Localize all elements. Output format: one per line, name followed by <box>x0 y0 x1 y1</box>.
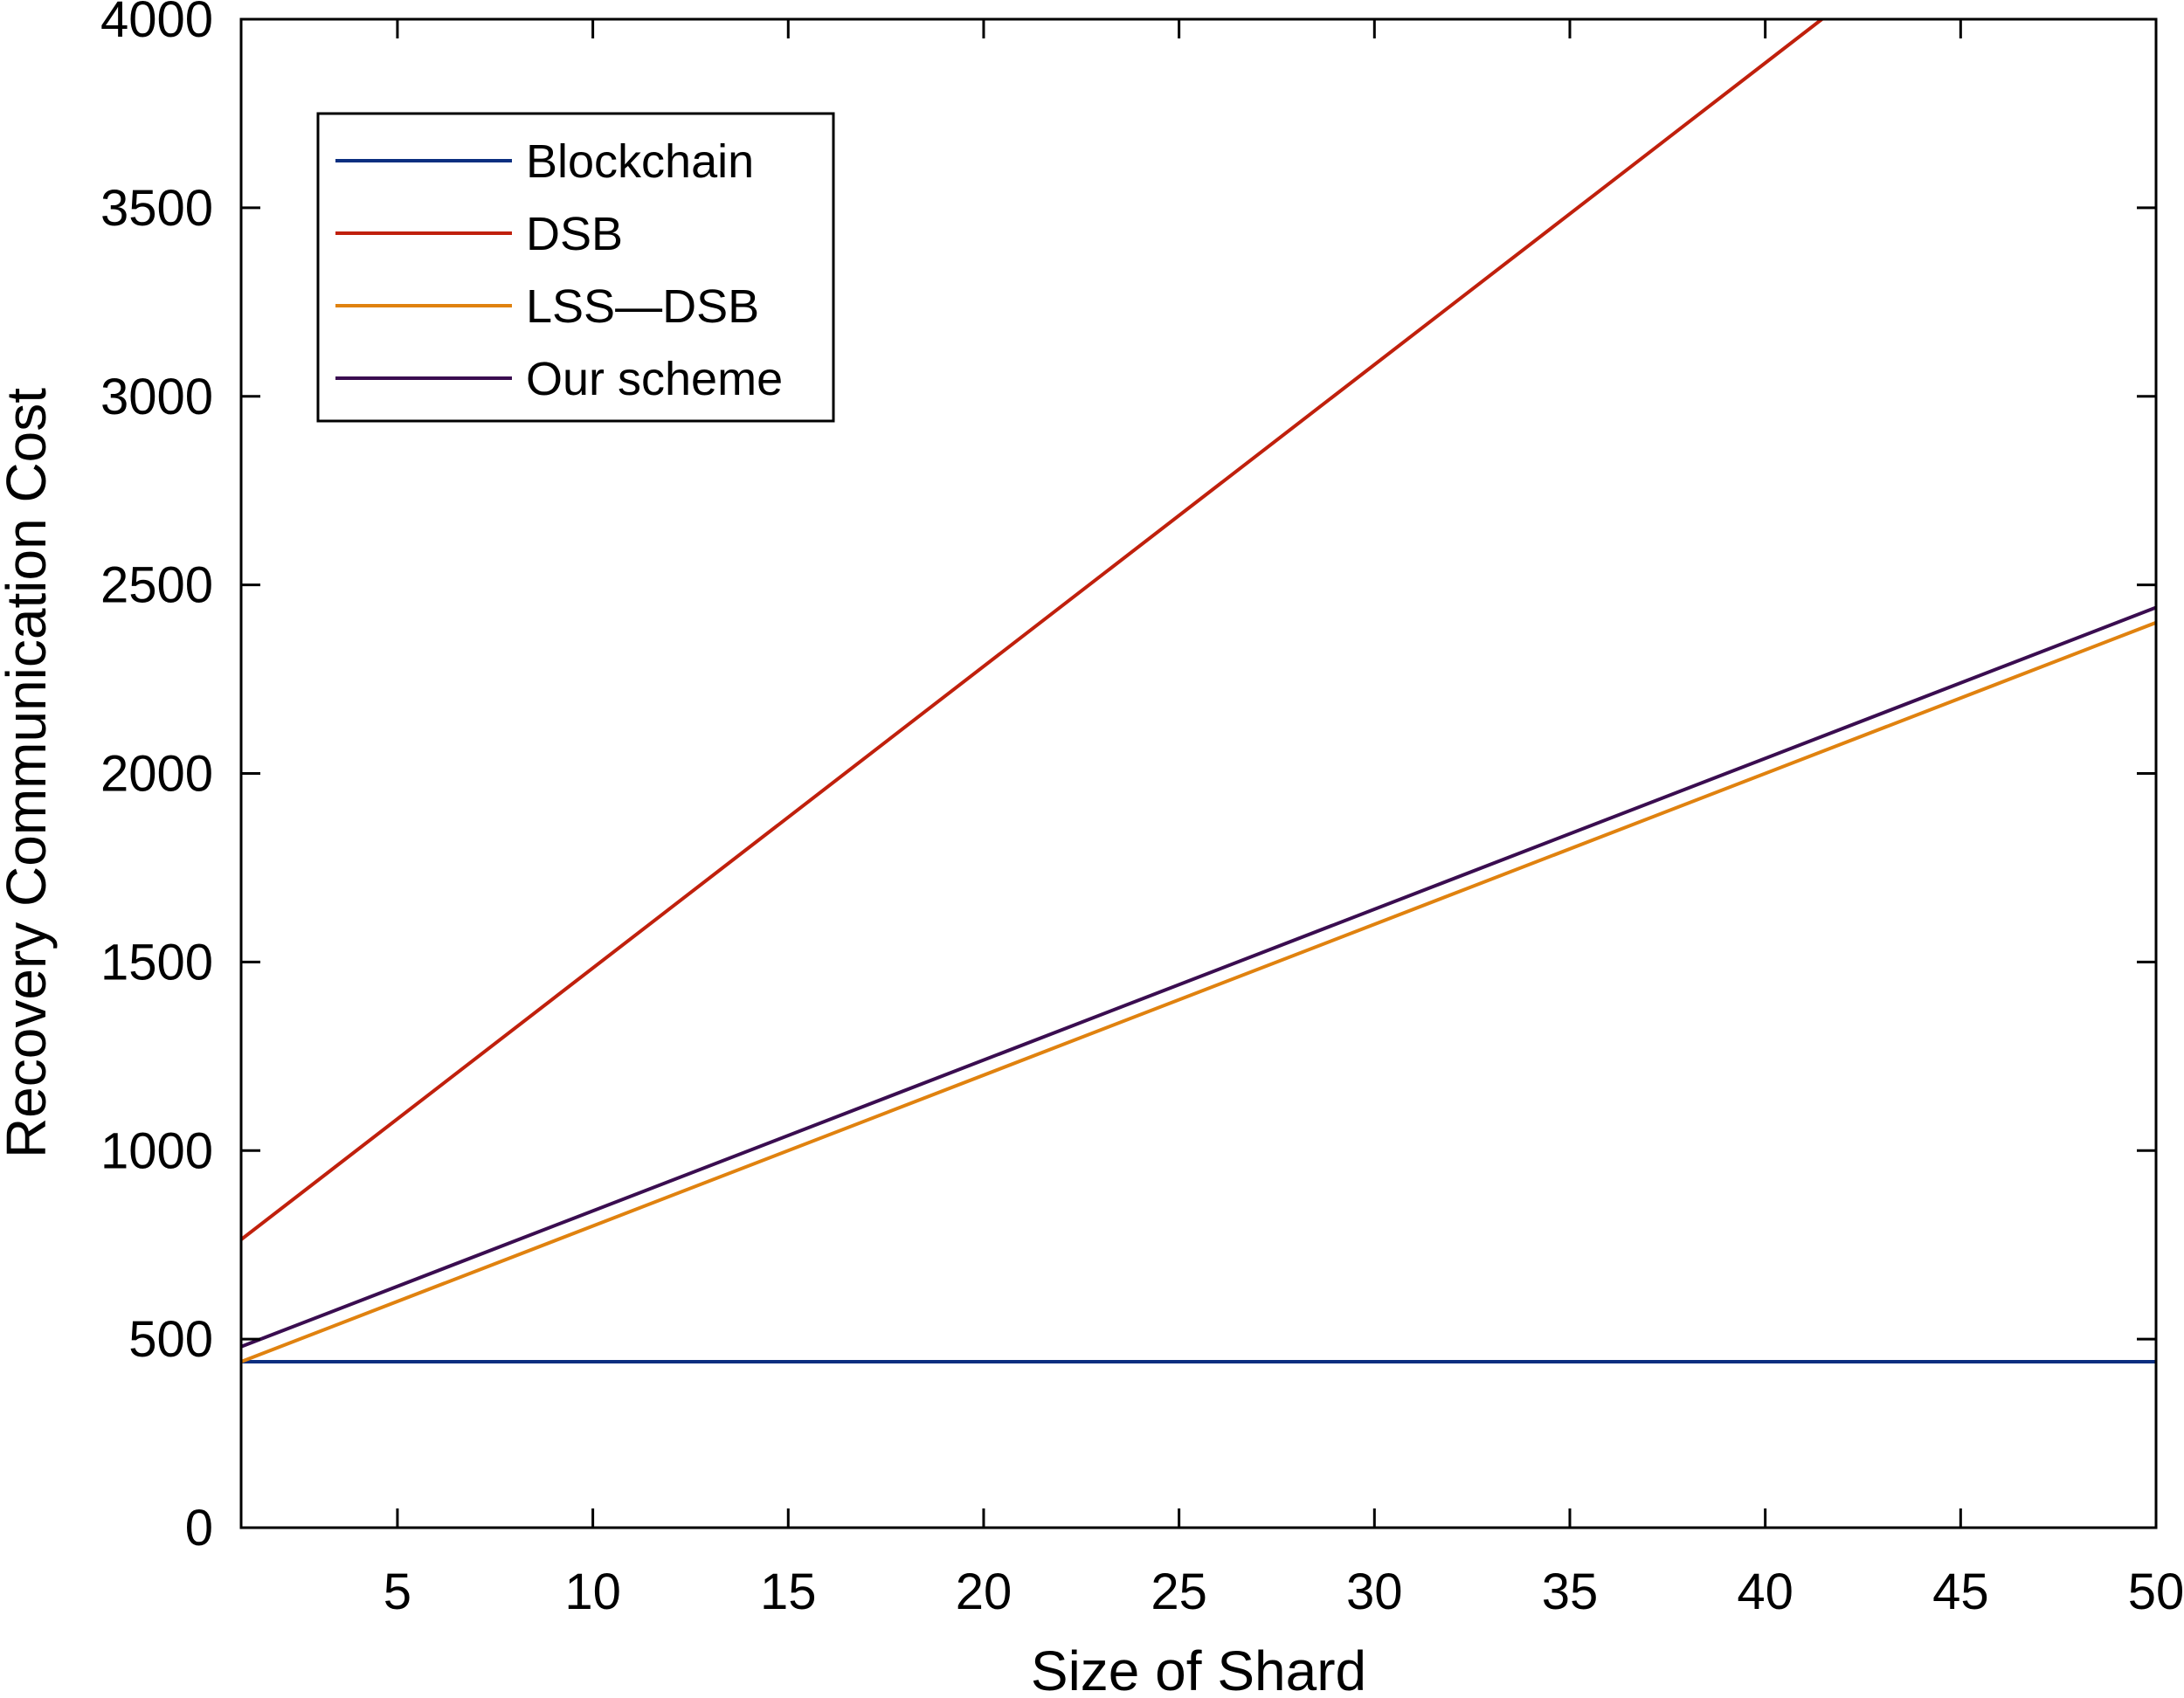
x-tick-label: 20 <box>956 1563 1013 1620</box>
series-lines <box>241 19 2156 1364</box>
x-tick-label: 10 <box>564 1563 621 1620</box>
legend-label: DSB <box>526 208 623 260</box>
x-tick-label: 40 <box>1737 1563 1794 1620</box>
x-tick-label: 45 <box>1932 1563 1989 1620</box>
y-tick-label: 500 <box>128 1311 213 1368</box>
x-tick-label: 25 <box>1151 1563 1207 1620</box>
legend-box <box>316 112 835 423</box>
series-line-2 <box>241 620 2156 1363</box>
x-axis-label: Size of Shard <box>1031 1639 1366 1698</box>
x-tick-label: 35 <box>1542 1563 1599 1620</box>
x-tick-label: 50 <box>2128 1563 2184 1620</box>
y-tick-label: 4000 <box>100 0 213 48</box>
y-tick-label: 0 <box>185 1500 213 1556</box>
y-tick-label: 3500 <box>100 180 213 237</box>
series-line-1 <box>241 19 1825 1241</box>
y-tick-label: 2500 <box>100 557 213 614</box>
legend-label: Blockchain <box>526 135 754 188</box>
x-tick-label: 30 <box>1346 1563 1403 1620</box>
x-axis: 5 10 15 20 25 30 35 40 45 50 <box>384 19 2184 1620</box>
legend: Blockchain DSB LSS—DSB Our scheme <box>316 112 835 423</box>
y-axis-label: Recovery Communication Cost <box>0 388 58 1158</box>
x-tick-label: 5 <box>384 1563 411 1620</box>
legend-label: LSS—DSB <box>526 280 759 333</box>
y-tick-label: 1000 <box>100 1122 213 1179</box>
y-axis: 0 500 1000 1500 2000 2500 3000 3500 4000 <box>100 0 2156 1556</box>
y-tick-label: 2000 <box>100 746 213 803</box>
y-tick-label: 1500 <box>100 934 213 990</box>
y-tick-label: 3000 <box>100 369 213 425</box>
series-line-3 <box>241 605 2156 1349</box>
legend-label: Our scheme <box>526 353 783 405</box>
x-tick-label: 15 <box>760 1563 817 1620</box>
